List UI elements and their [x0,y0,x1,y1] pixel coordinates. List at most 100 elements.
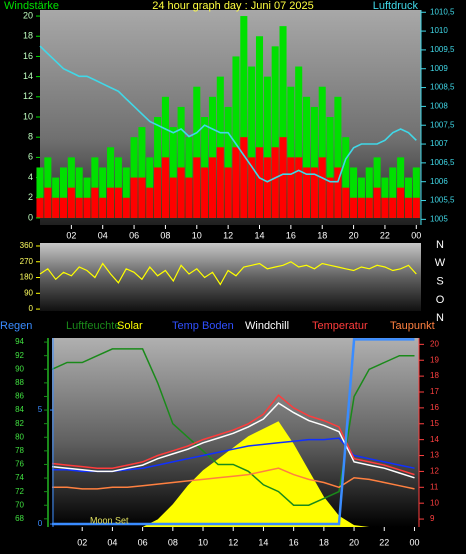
wind-bar [303,167,311,218]
wind-bar [146,187,154,218]
y-tick-label: 90 [24,288,33,297]
y2-tick-label: 1005 [430,214,448,223]
middle-panel [40,243,421,311]
wind-bar [357,197,365,218]
wind-bar [342,137,350,218]
y2-axis-label: Luftdruck [373,0,419,12]
y-tick-label: 70 [15,500,24,509]
x-tick-label: 06 [129,230,139,240]
y-tick-label: 92 [15,351,24,360]
compass-label: S [436,276,443,288]
legend-label: Solar [117,320,143,332]
series-line [51,394,415,476]
wind-bar [154,167,162,218]
wind-bar [412,167,420,218]
wind-bar [216,147,224,218]
wind-bar [161,96,169,218]
y2-tick-label: 1008,5 [430,83,455,92]
wind-bar [122,167,130,218]
x-tick-label: 02 [77,537,87,547]
wind-bar [169,127,177,218]
wind-bar [381,197,389,218]
wind-bar [114,187,122,218]
chart-title: 24 hour graph day : Juni 07 2025 [152,0,313,12]
y-tick-label: 14 [23,71,33,81]
x-tick-label: 18 [319,537,329,547]
y-tick-label: 4 [28,172,33,182]
y2-tick-label: 1010 [430,26,448,35]
x-tick-label: 22 [379,537,389,547]
x-tick-label: 14 [258,537,268,547]
compass-label: W [435,257,446,269]
wind-bar [161,157,169,218]
y2-tick-label: 20 [430,339,439,348]
y-tick-label: 78 [15,446,24,455]
wind-bar [271,147,279,218]
y2-tick-label: 14 [430,435,439,444]
wind-bar [365,167,373,218]
wind-bar [232,147,240,218]
x-tick-label: 18 [317,230,327,240]
wind-bar [255,36,264,218]
wind-bar [169,177,177,218]
wind-bar [326,116,334,218]
wind-bar [67,187,75,218]
series-line [52,338,415,526]
x-tick-label: 12 [228,537,238,547]
y-tick-label: 6 [28,152,33,162]
y-tick-label: 18 [23,31,33,41]
wind-bar [83,197,91,218]
x-tick-label: 04 [107,537,117,547]
y-tick-label: 2 [28,192,33,202]
wind-bar [185,177,193,218]
y2-tick-label: 19 [430,355,439,364]
x-tick-label: 16 [286,230,296,240]
wind-bar [350,167,358,218]
solar-area [52,421,415,527]
wind-bar [318,157,326,218]
x-tick-label: 20 [349,537,359,547]
legend-label: Windchill [245,320,289,332]
wind-bar [75,167,83,218]
wind-bar [99,197,107,218]
wind-bar [310,167,318,218]
x-tick-label: 00 [409,537,419,547]
wind-bar [295,66,303,218]
y2-tick-label: 1008 [430,102,448,111]
wind-bar [208,157,216,218]
y2-tick-label: 9 [430,514,435,523]
y-tick-label: 82 [15,419,24,428]
wind-bar [177,167,185,218]
legend-label: Regen [0,320,32,332]
x-tick-label: 06 [138,537,148,547]
wind-bar [240,16,248,218]
y-tick-label: 76 [15,460,24,469]
wind-bar [224,106,232,218]
wind-bar [389,167,397,218]
compass-label: N [436,239,444,251]
x-tick-label: 08 [168,537,178,547]
wind-bar [208,96,216,218]
wind-bar [318,86,326,218]
x-tick-label: 14 [254,230,264,240]
x-tick-label: 04 [98,230,108,240]
y2-tick-label: 1009,5 [430,45,455,54]
wind-bar [248,66,256,218]
compass-label: N [436,312,444,324]
y-tick-label: 74 [15,473,24,482]
x-tick-label: 10 [198,537,208,547]
wind-bar [36,167,44,218]
y2-tick-label: 1010,5 [430,7,455,16]
legend-label: Temperatur [312,320,368,332]
x-tick-label: 00 [411,230,421,240]
wind-bar [263,76,271,218]
y2-tick-label: 11 [430,482,439,491]
wind-bar [193,86,201,218]
wind-bar [412,197,420,218]
wind-bar [122,197,130,218]
y2-tick-label: 1006,5 [430,158,455,167]
wind-bar [193,157,201,218]
x-tick-label: 12 [223,230,233,240]
series-line [52,467,415,490]
y2-tick-label: 10 [430,498,439,507]
